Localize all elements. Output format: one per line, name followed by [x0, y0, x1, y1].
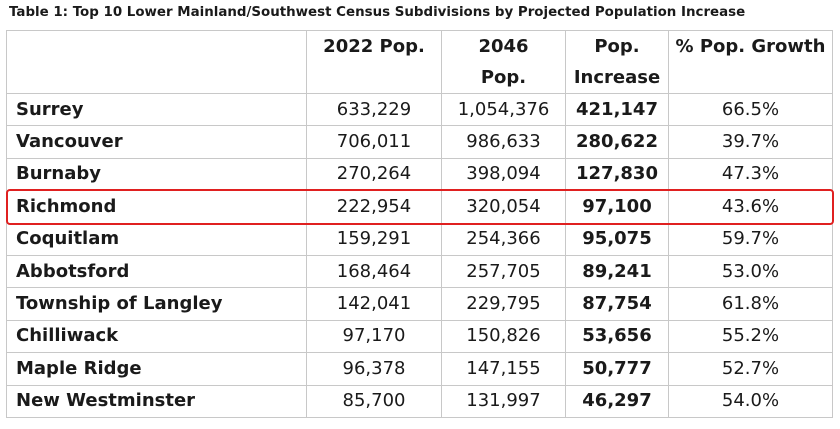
cell-increase: 53,656: [565, 319, 669, 354]
cell-2022-pop: 168,464: [306, 254, 442, 289]
cell-2046-pop: 398,094: [441, 157, 566, 192]
header-pop-increase: Pop. Increase: [565, 30, 669, 94]
cell-name: Chilliwack: [6, 319, 307, 354]
cell-increase: 87,754: [565, 287, 669, 321]
cell-2022-pop: 222,954: [306, 190, 442, 224]
cell-increase: 421,147: [565, 92, 669, 127]
cell-2022-pop: 97,170: [306, 319, 442, 354]
table-row-highlighted: Richmond 222,954 320,054 97,100 43.6%: [6, 190, 833, 224]
cell-2046-pop: 229,795: [441, 287, 566, 321]
cell-2022-pop: 96,378: [306, 352, 442, 386]
cell-growth: 53.0%: [668, 254, 833, 289]
cell-name: Burnaby: [6, 157, 307, 192]
cell-2022-pop: 706,011: [306, 125, 442, 159]
cell-growth: 47.3%: [668, 157, 833, 192]
cell-increase: 50,777: [565, 352, 669, 386]
cell-increase: 127,830: [565, 157, 669, 192]
cell-increase: 46,297: [565, 384, 669, 418]
cell-2022-pop: 270,264: [306, 157, 442, 192]
header-pop-growth: % Pop. Growth: [668, 30, 833, 94]
cell-2022-pop: 159,291: [306, 222, 442, 256]
cell-name: Richmond: [6, 190, 307, 224]
cell-2046-pop: 1,054,376: [441, 92, 566, 127]
cell-2046-pop: 986,633: [441, 125, 566, 159]
cell-growth: 52.7%: [668, 352, 833, 386]
cell-name: Vancouver: [6, 125, 307, 159]
cell-2046-pop: 254,366: [441, 222, 566, 256]
cell-name: Maple Ridge: [6, 352, 307, 386]
table-caption: Table 1: Top 10 Lower Mainland/Southwest…: [9, 5, 746, 20]
cell-2046-pop: 320,054: [441, 190, 566, 224]
header-2046-pop-line1: 2046: [478, 36, 529, 57]
cell-2046-pop: 131,997: [441, 384, 566, 418]
cell-increase: 280,622: [565, 125, 669, 159]
table-row: Abbotsford 168,464 257,705 89,241 53.0%: [6, 254, 833, 289]
table-row: Maple Ridge 96,378 147,155 50,777 52.7%: [6, 352, 833, 386]
header-name: [6, 30, 307, 94]
header-row: 2022 Pop. 2046 Pop. Pop. Increase % Pop.…: [6, 30, 833, 94]
cell-2022-pop: 633,229: [306, 92, 442, 127]
cell-2046-pop: 150,826: [441, 319, 566, 354]
cell-name: Coquitlam: [6, 222, 307, 256]
cell-name: Township of Langley: [6, 287, 307, 321]
population-table: 2022 Pop. 2046 Pop. Pop. Increase % Pop.…: [6, 30, 833, 418]
cell-growth: 55.2%: [668, 319, 833, 354]
header-2022-pop: 2022 Pop.: [306, 30, 442, 94]
cell-growth: 43.6%: [668, 190, 833, 224]
cell-increase: 97,100: [565, 190, 669, 224]
table-row: Coquitlam 159,291 254,366 95,075 59.7%: [6, 222, 833, 256]
cell-growth: 61.8%: [668, 287, 833, 321]
table-row: Chilliwack 97,170 150,826 53,656 55.2%: [6, 319, 833, 354]
table-row: Township of Langley 142,041 229,795 87,7…: [6, 287, 833, 321]
cell-2046-pop: 257,705: [441, 254, 566, 289]
header-2046-pop: 2046 Pop.: [441, 30, 566, 94]
cell-growth: 59.7%: [668, 222, 833, 256]
cell-2046-pop: 147,155: [441, 352, 566, 386]
cell-growth: 39.7%: [668, 125, 833, 159]
cell-name: Abbotsford: [6, 254, 307, 289]
cell-increase: 95,075: [565, 222, 669, 256]
cell-increase: 89,241: [565, 254, 669, 289]
header-2046-pop-line2: Pop.: [480, 67, 527, 88]
table-row: Surrey 633,229 1,054,376 421,147 66.5%: [6, 92, 833, 127]
cell-growth: 54.0%: [668, 384, 833, 418]
cell-name: Surrey: [6, 92, 307, 127]
table-row: Vancouver 706,011 986,633 280,622 39.7%: [6, 125, 833, 159]
table-row: Burnaby 270,264 398,094 127,830 47.3%: [6, 157, 833, 192]
cell-growth: 66.5%: [668, 92, 833, 127]
header-pop-increase-line2: Increase: [573, 67, 661, 88]
cell-name: New Westminster: [6, 384, 307, 418]
cell-2022-pop: 142,041: [306, 287, 442, 321]
cell-2022-pop: 85,700: [306, 384, 442, 418]
table-row: New Westminster 85,700 131,997 46,297 54…: [6, 384, 833, 418]
header-pop-increase-line1: Pop.: [594, 36, 640, 57]
